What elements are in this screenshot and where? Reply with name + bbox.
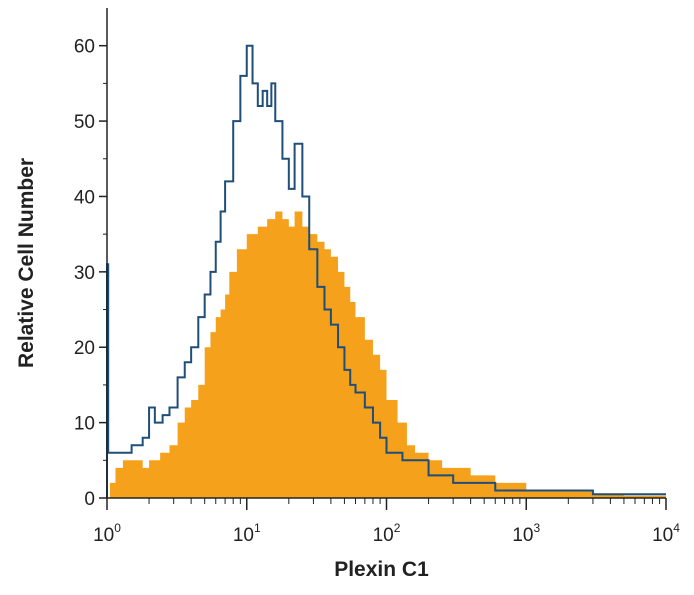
x-tick-label: 101 <box>233 521 261 546</box>
x-tick-label: 103 <box>512 521 540 546</box>
x-tick-label: 104 <box>652 521 680 546</box>
y-tick-label: 60 <box>74 37 95 58</box>
y-axis-title: Relative Cell Number <box>15 158 38 368</box>
series-outline-histogram <box>106 44 666 498</box>
x-axis-title: Plexin C1 <box>334 558 429 581</box>
y-tick-label: 30 <box>74 263 95 284</box>
y-tick-label: 10 <box>74 414 95 435</box>
y-tick-label: 0 <box>84 489 95 510</box>
y-tick-label: 40 <box>74 187 95 208</box>
x-tick-label: 100 <box>93 521 121 546</box>
series-filled-histogram <box>107 211 666 499</box>
axes: 0 10 20 30 40 50 60 100 101 102 103 104 <box>74 8 680 546</box>
x-tick-label: 102 <box>373 521 401 546</box>
plot-area <box>106 44 666 499</box>
y-tick-label: 50 <box>74 112 95 133</box>
y-tick-label: 20 <box>74 338 95 359</box>
